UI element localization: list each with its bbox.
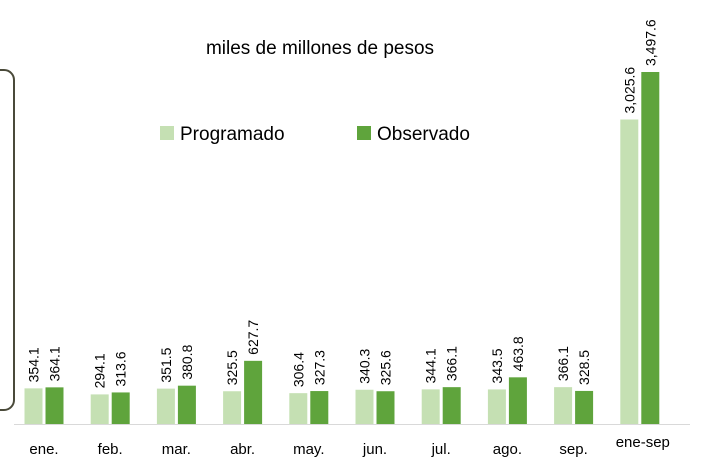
legend-label: Programado (180, 124, 285, 145)
x-tick-label: mar. (162, 441, 191, 458)
bar (575, 390, 594, 424)
data-label: 327.3 (311, 350, 327, 385)
legend-swatch (160, 126, 174, 140)
data-label: 343.5 (489, 348, 505, 383)
data-label: 325.5 (224, 350, 240, 385)
data-label: 627.7 (245, 320, 261, 355)
bar (177, 385, 196, 424)
x-tick-label: may. (293, 441, 324, 458)
chart-title: miles de millones de pesos (206, 38, 434, 59)
data-label: 3,025.6 (621, 67, 637, 114)
x-tick-label: jul. (431, 441, 451, 458)
data-label: 366.1 (555, 346, 571, 381)
legend-swatch (357, 126, 371, 140)
x-tick-label: ago. (493, 441, 522, 458)
bar (487, 389, 506, 424)
data-label: 344.1 (423, 348, 439, 383)
x-tick-label: abr. (230, 441, 255, 458)
bar (442, 387, 461, 424)
x-tick-label: feb. (98, 441, 123, 458)
data-label: 364.1 (47, 346, 63, 381)
data-label: 463.8 (510, 336, 526, 371)
bar (289, 393, 308, 424)
data-label: 325.6 (378, 350, 394, 385)
x-tick-label: ene. (29, 441, 58, 458)
bar (421, 389, 440, 424)
x-tick-label: jun. (362, 441, 387, 458)
data-label: 354.1 (26, 347, 42, 382)
bar (376, 391, 395, 424)
data-label: 313.6 (113, 351, 129, 386)
bar (355, 389, 374, 424)
data-label: 340.3 (357, 349, 373, 384)
bar (244, 360, 263, 424)
bar (111, 392, 130, 424)
x-tick-label: sep. (559, 441, 587, 458)
bar (24, 388, 43, 424)
panel-border (0, 69, 15, 411)
bar (310, 391, 329, 424)
data-label: 380.8 (179, 344, 195, 379)
data-label: 328.5 (576, 350, 592, 385)
bar (620, 119, 639, 424)
bar (641, 72, 660, 424)
data-label: 351.5 (158, 347, 174, 382)
x-tick-label: ene-sep (616, 434, 670, 451)
data-label: 366.1 (444, 346, 460, 381)
bar (554, 387, 573, 424)
bar (223, 391, 242, 424)
data-label: 3,497.6 (642, 19, 658, 66)
data-label: 306.4 (290, 352, 306, 387)
bar (90, 394, 109, 424)
data-label: 294.1 (92, 353, 108, 388)
bar (508, 377, 527, 424)
bar (45, 387, 64, 424)
bar (156, 388, 175, 424)
legend-label: Observado (377, 124, 470, 145)
